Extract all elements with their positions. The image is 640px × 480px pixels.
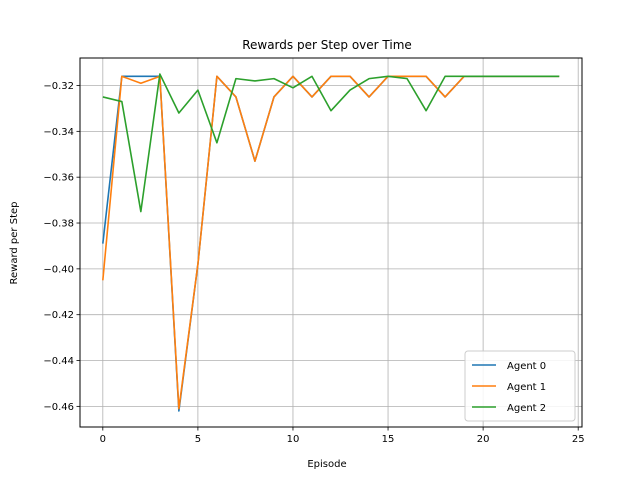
x-tick-label: 0 (100, 434, 106, 445)
y-tick-label: −0.40 (43, 264, 74, 275)
y-tick-label: −0.42 (43, 310, 74, 321)
y-tick-label: −0.32 (43, 81, 74, 92)
series-line-agent-2 (102, 73, 560, 213)
x-axis-label: Episode (307, 459, 346, 470)
chart-title: Rewards per Step over Time (242, 38, 412, 52)
legend-box (464, 350, 576, 422)
y-tick-label: −0.46 (43, 402, 74, 413)
x-tick-label: 15 (382, 434, 395, 445)
y-axis-ticks: −0.46 −0.44 −0.42 −0.40 −0.38 −0.36 −0.34 −0.32 (43, 81, 80, 413)
y-tick-label: −0.34 (43, 127, 74, 138)
legend-label: Agent 1 (507, 382, 546, 393)
legend-label: Agent 2 (507, 403, 546, 414)
y-tick-label: −0.38 (43, 219, 74, 230)
series-lines (102, 73, 560, 412)
plot-frame (79, 57, 583, 428)
legend: Agent 0 Agent 1 Agent 2 (464, 350, 576, 422)
x-tick-label: 5 (195, 434, 201, 445)
x-axis-ticks: 0 5 10 15 20 25 (100, 427, 585, 445)
y-axis-label: Reward per Step (9, 202, 20, 285)
x-tick-label: 10 (287, 434, 300, 445)
x-tick-label: 20 (477, 434, 490, 445)
grid-lines (80, 58, 582, 427)
x-tick-label: 25 (572, 434, 585, 445)
y-tick-label: −0.44 (43, 356, 74, 367)
legend-label: Agent 0 (507, 361, 546, 372)
y-tick-label: −0.36 (43, 173, 74, 184)
